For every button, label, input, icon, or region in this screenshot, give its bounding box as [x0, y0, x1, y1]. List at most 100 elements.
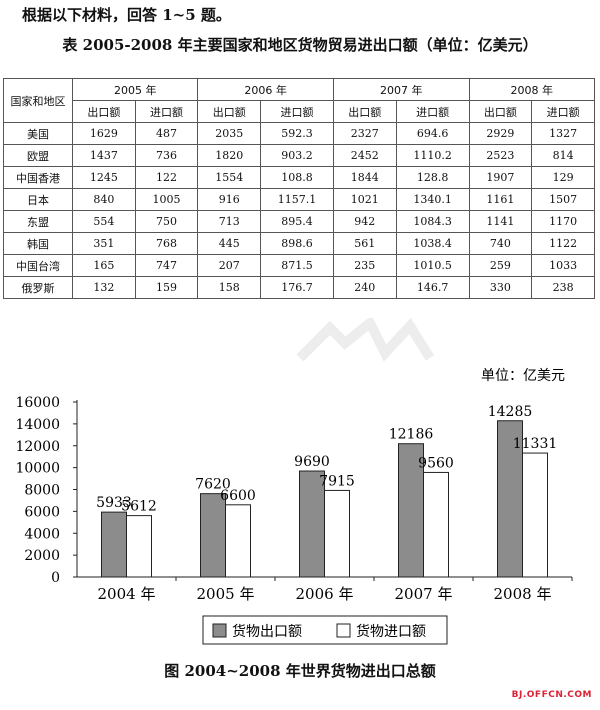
cell-export: 840 [72, 188, 136, 211]
cell-import: 1084.3 [395, 210, 470, 233]
bar-import [423, 471, 449, 578]
data-label: 7915 [319, 473, 355, 489]
bar-import [324, 489, 350, 578]
cell-import: 747 [134, 254, 199, 277]
y-tick-label: 6000 [24, 504, 60, 520]
cell-import: 1157.1 [260, 188, 334, 211]
bar-export [200, 493, 226, 578]
cell-export: 554 [72, 210, 136, 233]
bar-import [522, 452, 548, 578]
x-tick-label: 2007 年 [395, 585, 453, 603]
cell-import: 108.8 [260, 166, 334, 189]
bar-import [225, 504, 251, 578]
data-label: 11331 [513, 436, 558, 452]
x-tick-label: 2004 年 [98, 585, 156, 603]
cell-export: 1554 [197, 166, 262, 189]
row-name: 俄罗斯 [3, 276, 73, 299]
cell-export: 942 [332, 210, 397, 233]
cell-import: 159 [134, 276, 199, 299]
cell-export: 740 [468, 232, 533, 255]
cell-import: 1038.4 [395, 232, 470, 255]
intro-text: 根据以下材料，回答 1~5 题。 [22, 6, 231, 24]
cell-export: 2035 [197, 122, 262, 145]
x-tick-label: 2008 年 [494, 585, 552, 603]
data-label: 14285 [488, 404, 533, 420]
cell-import: 128.8 [395, 166, 470, 189]
table-row: 欧盟 1437 736 1820 903.2 2452 1110.2 2523 814 [3, 144, 595, 167]
table-header-row-years: 国家和地区 2005 年 2006 年 2007 年 2008 年 [3, 78, 595, 123]
legend-label: 货物进口额 [356, 623, 426, 640]
cell-import: 1507 [531, 188, 595, 211]
y-tick-label: 12000 [15, 439, 60, 455]
year-header: 2005 年 [71, 78, 199, 101]
cell-export: 2929 [468, 122, 533, 145]
cell-export: 2327 [332, 122, 397, 145]
table-row: 俄罗斯 132 159 158 176.7 240 146.7 330 238 [3, 276, 595, 299]
y-tick-label: 14000 [15, 417, 60, 433]
data-label: 5933 [96, 495, 132, 511]
cell-export: 132 [72, 276, 136, 299]
cell-export: 1021 [332, 188, 397, 211]
cell-import: 736 [134, 144, 199, 167]
cell-import: 750 [134, 210, 199, 233]
y-tick-label: 0 [51, 570, 60, 586]
cell-import: 1327 [531, 122, 595, 145]
table-row: 中国香港 1245 122 1554 108.8 1844 128.8 1907 129 [3, 166, 595, 189]
table-header-row-sub: 出口额 进口额 出口额 进口额 出口额 进口额 出口额 进口额 [4, 100, 595, 123]
cell-export: 1820 [197, 144, 262, 167]
year-header: 2008 年 [468, 78, 595, 101]
table-row: 韩国 351 768 445 898.6 561 1038.4 740 1122 [3, 232, 595, 255]
watermark-logo [296, 318, 435, 362]
cell-import: 1005 [134, 188, 199, 211]
cell-import: 1170 [531, 210, 595, 233]
cell-export: 1844 [332, 166, 397, 189]
cell-import: 768 [134, 232, 199, 255]
cell-import: 176.7 [260, 276, 334, 299]
legend-label: 货物出口额 [232, 623, 302, 640]
x-tick-label: 2006 年 [296, 585, 354, 603]
table-body: 美国 1629 487 2035 592.3 2327 694.6 2929 1327 欧盟 143… [3, 122, 595, 299]
bar-import [126, 515, 152, 578]
sub-header-import: 进口额 [260, 100, 334, 123]
trade-total-chart: 单位：亿美元 0 2000 4000 6000 8000 10000 12000 14000 16… [15, 368, 573, 645]
row-name: 中国台湾 [3, 254, 73, 277]
cell-export: 713 [197, 210, 262, 233]
sub-header-export: 出口额 [72, 100, 136, 123]
data-label: 9560 [418, 455, 454, 471]
bar-export [398, 443, 424, 578]
cell-import: 487 [134, 122, 199, 145]
cell-import: 895.4 [260, 210, 334, 233]
cell-import: 898.6 [260, 232, 334, 255]
watermark-site: BJ.OFFCN.COM [511, 690, 592, 700]
data-label: 12186 [389, 427, 434, 443]
cell-export: 445 [197, 232, 262, 255]
cell-import: 1340.1 [395, 188, 470, 211]
sub-header-export: 出口额 [197, 100, 262, 123]
sub-header-import: 进口额 [134, 100, 199, 123]
table-row: 中国台湾 165 747 207 871.5 235 1010.5 259 1033 [3, 254, 595, 277]
cell-export: 916 [197, 188, 262, 211]
cell-export: 1437 [72, 144, 136, 167]
data-label: 6600 [220, 488, 256, 504]
cell-export: 351 [72, 232, 136, 255]
cell-import: 129 [531, 166, 595, 189]
year-header: 2007 年 [332, 78, 470, 101]
cell-import: 871.5 [260, 254, 334, 277]
cell-export: 240 [332, 276, 397, 299]
year-header: 2006 年 [197, 78, 334, 101]
row-name: 美国 [3, 122, 73, 145]
bar-export [101, 511, 127, 578]
cell-export: 561 [332, 232, 397, 255]
cell-import: 1033 [531, 254, 595, 277]
figure-title: 图 2004~2008 年世界货物进出口总额 [164, 662, 436, 680]
cell-export: 2523 [468, 144, 533, 167]
cell-export: 165 [72, 254, 136, 277]
table-row: 东盟 554 750 713 895.4 942 1084.3 1141 1170 [3, 210, 595, 233]
sub-header-export: 出口额 [332, 100, 397, 123]
legend-box [202, 615, 448, 645]
sub-header-import: 进口额 [395, 100, 470, 123]
cell-export: 1629 [72, 122, 136, 145]
unit-label: 单位：亿美元 [481, 368, 565, 384]
row-name: 欧盟 [3, 144, 73, 167]
sub-header-import: 进口额 [531, 100, 595, 123]
